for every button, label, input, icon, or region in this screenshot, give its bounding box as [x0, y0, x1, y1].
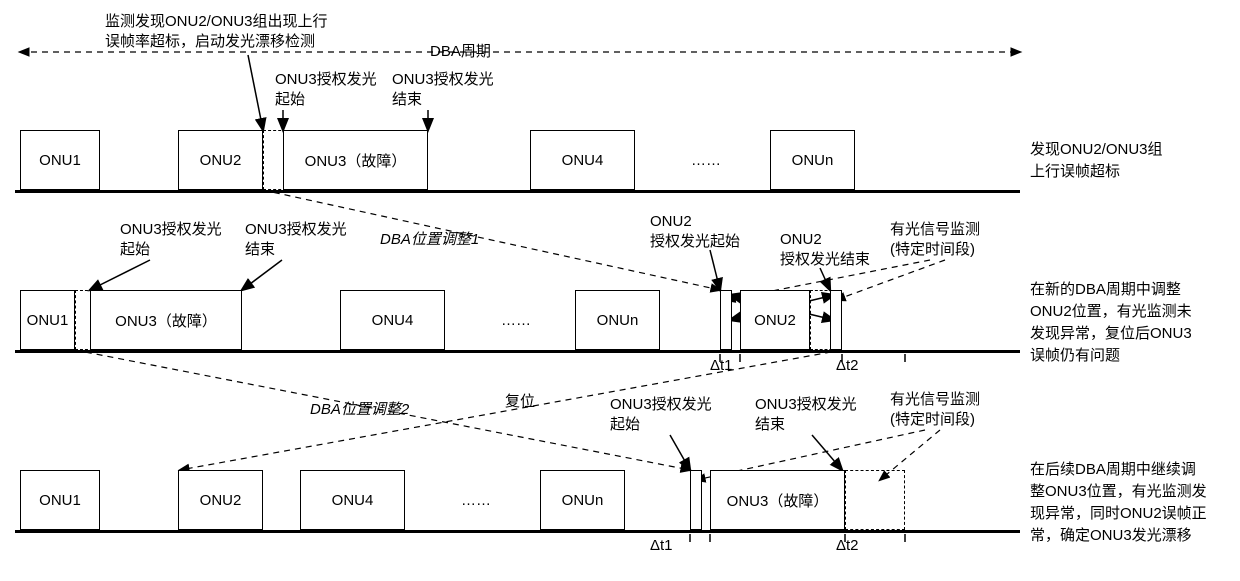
row2-ONU3（故障）: ONU3（故障） [90, 290, 242, 350]
row2-slot-right [830, 290, 842, 350]
row2-onu2-start: ONU2 授权发光起始 [650, 212, 740, 251]
row2-side-l1: 在新的DBA周期中调整 [1030, 280, 1181, 300]
dashed-arrow-label: DBA位置调整1 [380, 230, 479, 250]
row3-……: …… [440, 470, 512, 530]
row3-onu3-end: ONU3授权发光 结束 [755, 395, 857, 434]
row1-ONUn: ONUn [770, 130, 855, 190]
row3-side-l3: 现异常，同时ONU2误帧正 [1030, 504, 1207, 524]
row2-dt1: Δt1 [710, 356, 733, 376]
row3-slot-left [690, 470, 702, 530]
row3-ONU3（故障）: ONU3（故障） [710, 470, 845, 530]
row2-ONU2: ONU2 [740, 290, 810, 350]
row1-ONU3（故障）: ONU3（故障） [283, 130, 428, 190]
row3-side-l4: 常，确定ONU3发光漂移 [1030, 526, 1192, 546]
row2-timeline [15, 350, 1020, 353]
top-note-line2: 误帧率超标，启动发光漂移检测 [105, 32, 315, 52]
row2-side-l2: ONU2位置，有光监测未 [1030, 302, 1192, 322]
row2-ONU4: ONU4 [340, 290, 445, 350]
row1-……: …… [670, 130, 742, 190]
row1-ONU2: ONU2 [178, 130, 263, 190]
row3-timeline [15, 530, 1020, 533]
row2-side-l4: 误帧仍有问题 [1030, 346, 1120, 366]
row3-dt2: Δt2 [836, 536, 859, 556]
diagram-canvas: 监测发现ONU2/ONU3组出现上行误帧率超标，启动发光漂移检测 DBA周期 ONU… [10, 10, 1230, 571]
row3-lightmon: 有光信号监测 (特定时间段) [890, 390, 980, 429]
row1-ONU1: ONU1 [20, 130, 100, 190]
dashed-arrow-label: DBA位置调整2 [310, 400, 409, 420]
row3-ONU2: ONU2 [178, 470, 263, 530]
row1-side-l2: 上行误帧超标 [1030, 162, 1120, 182]
row1-side-l1: 发现ONU2/ONU3组 [1030, 140, 1163, 160]
row2-ONU1: ONU1 [20, 290, 75, 350]
row2-dt2: Δt2 [836, 356, 859, 376]
row3-ONUn: ONUn [540, 470, 625, 530]
top-note-line1: 监测发现ONU2/ONU3组出现上行 [105, 12, 328, 32]
row3-ONU4: ONU4 [300, 470, 405, 530]
row3-onu3-start: ONU3授权发光 起始 [610, 395, 712, 434]
row3-side-l2: 整ONU3位置，有光监测发 [1030, 482, 1207, 502]
row2-onu3-end: ONU3授权发光 结束 [245, 220, 347, 259]
dba-period-label: DBA周期 [430, 42, 491, 62]
row3-drift-dashed [845, 470, 905, 530]
row2-side-l3: 发现异常，复位后ONU3 [1030, 324, 1192, 344]
row2-onu3-start: ONU3授权发光 起始 [120, 220, 222, 259]
row1-ONU4: ONU4 [530, 130, 635, 190]
row2-ONUn: ONUn [575, 290, 660, 350]
row1-timeline [15, 190, 1020, 193]
row1-onu3_start: ONU3授权发光 起始 [275, 70, 377, 109]
row2-……: …… [480, 290, 552, 350]
row1-onu3_end: ONU3授权发光 结束 [392, 70, 494, 109]
row3-side-l1: 在后续DBA周期中继续调 [1030, 460, 1196, 480]
row2-lightmon: 有光信号监测 (特定时间段) [890, 220, 980, 259]
dashed-arrow-label: 复位 [505, 392, 535, 412]
row2-slot-left [720, 290, 732, 350]
row3-dt1: Δt1 [650, 536, 673, 556]
row2-onu2-end: ONU2 授权发光结束 [780, 230, 870, 269]
row3-ONU1: ONU1 [20, 470, 100, 530]
